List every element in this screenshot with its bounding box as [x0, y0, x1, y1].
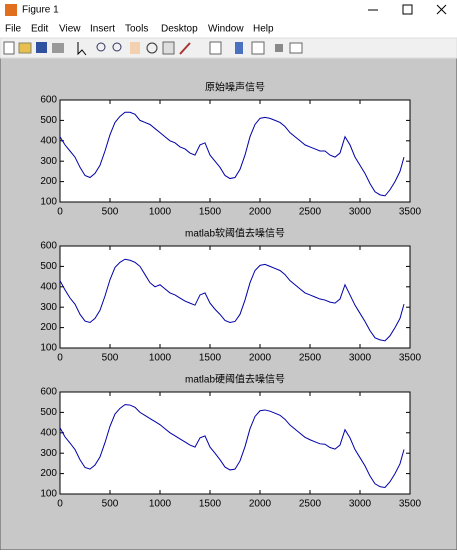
toolbar-icons — [3, 41, 303, 56]
y-tick-label: 400 — [40, 135, 57, 146]
pointer-icon[interactable] — [77, 42, 87, 56]
y-tick-label: 300 — [40, 156, 57, 167]
chart-title: matlab软阈值去噪信号 — [185, 227, 285, 240]
signal-line — [59, 404, 405, 489]
menu-item[interactable]: Help — [253, 24, 274, 35]
x-tick-label: 2000 — [249, 499, 272, 510]
axes-box — [59, 391, 411, 495]
rotate-icon[interactable] — [146, 42, 158, 54]
x-tick-label: 1500 — [199, 499, 222, 510]
window-title: Figure 1 — [22, 5, 59, 16]
menu-item[interactable]: View — [59, 24, 81, 35]
legend-icon[interactable] — [251, 41, 265, 55]
app-icon — [5, 4, 17, 16]
link-icon[interactable] — [209, 41, 222, 55]
menu-item[interactable]: Insert — [90, 24, 115, 35]
x-tick-label: 3500 — [399, 353, 422, 364]
new-icon[interactable] — [3, 41, 15, 55]
x-tick-label: 2000 — [249, 353, 272, 364]
chart-title: matlab硬阈值去噪信号 — [185, 373, 285, 386]
x-tick-label: 500 — [102, 499, 119, 510]
zoom-out-icon[interactable] — [112, 42, 122, 52]
x-tick-label: 1000 — [149, 499, 172, 510]
y-tick-label: 100 — [40, 343, 57, 354]
hide-tools-icon[interactable] — [275, 44, 283, 52]
y-tick-label: 200 — [40, 322, 57, 333]
y-tick-label: 400 — [40, 281, 57, 292]
toolbar — [0, 37, 457, 59]
x-tick-label: 1000 — [149, 353, 172, 364]
y-tick-label: 300 — [40, 302, 57, 313]
x-tick-label: 1000 — [149, 207, 172, 218]
x-tick-label: 0 — [57, 499, 63, 510]
menu-item[interactable]: Desktop — [161, 24, 198, 35]
datacursor-icon[interactable] — [162, 41, 175, 55]
menu-item[interactable]: Tools — [125, 24, 148, 35]
maximize-button[interactable] — [402, 4, 413, 15]
x-tick-label: 1500 — [199, 353, 222, 364]
x-tick-label: 500 — [102, 353, 119, 364]
signal-line — [59, 258, 405, 342]
x-tick-label: 3000 — [349, 207, 372, 218]
x-tick-label: 2500 — [299, 207, 322, 218]
x-tick-label: 2500 — [299, 499, 322, 510]
close-button[interactable] — [436, 4, 447, 15]
y-tick-label: 600 — [40, 387, 57, 398]
menu-item[interactable]: Edit — [31, 24, 48, 35]
y-tick-label: 300 — [40, 448, 57, 459]
chart-title: 原始噪声信号 — [205, 81, 265, 94]
axes-box — [59, 245, 411, 349]
y-tick-label: 200 — [40, 468, 57, 479]
y-tick-label: 100 — [40, 489, 57, 500]
colorbar-icon[interactable] — [235, 42, 243, 54]
y-tick-label: 600 — [40, 241, 57, 252]
print-icon[interactable] — [52, 43, 64, 53]
brush-icon[interactable] — [179, 42, 191, 55]
x-tick-label: 0 — [57, 207, 63, 218]
y-tick-label: 500 — [40, 261, 57, 272]
y-tick-label: 500 — [40, 407, 57, 418]
y-tick-label: 400 — [40, 427, 57, 438]
axes-box — [59, 99, 411, 203]
x-tick-label: 2500 — [299, 353, 322, 364]
x-tick-label: 1500 — [199, 207, 222, 218]
title-bar — [0, 0, 457, 20]
x-tick-label: 2000 — [249, 207, 272, 218]
y-tick-label: 500 — [40, 115, 57, 126]
menu-item[interactable]: File — [5, 24, 22, 35]
menu-bar — [0, 20, 457, 38]
x-tick-label: 3000 — [349, 499, 372, 510]
menu-item[interactable]: Window — [208, 24, 244, 35]
zoom-in-icon[interactable] — [96, 42, 106, 52]
y-tick-label: 100 — [40, 197, 57, 208]
signal-line — [59, 111, 405, 197]
x-tick-label: 3500 — [399, 499, 422, 510]
y-tick-label: 200 — [40, 176, 57, 187]
save-icon[interactable] — [36, 42, 47, 53]
x-tick-label: 3500 — [399, 207, 422, 218]
x-tick-label: 3000 — [349, 353, 372, 364]
open-icon[interactable] — [18, 42, 32, 54]
x-tick-label: 500 — [102, 207, 119, 218]
x-tick-label: 0 — [57, 353, 63, 364]
y-tick-label: 600 — [40, 95, 57, 106]
pan-icon[interactable] — [130, 42, 140, 54]
show-tools-icon[interactable] — [289, 42, 303, 54]
